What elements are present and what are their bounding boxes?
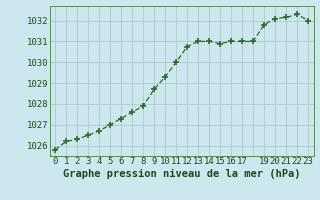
X-axis label: Graphe pression niveau de la mer (hPa): Graphe pression niveau de la mer (hPa) [63, 169, 300, 179]
